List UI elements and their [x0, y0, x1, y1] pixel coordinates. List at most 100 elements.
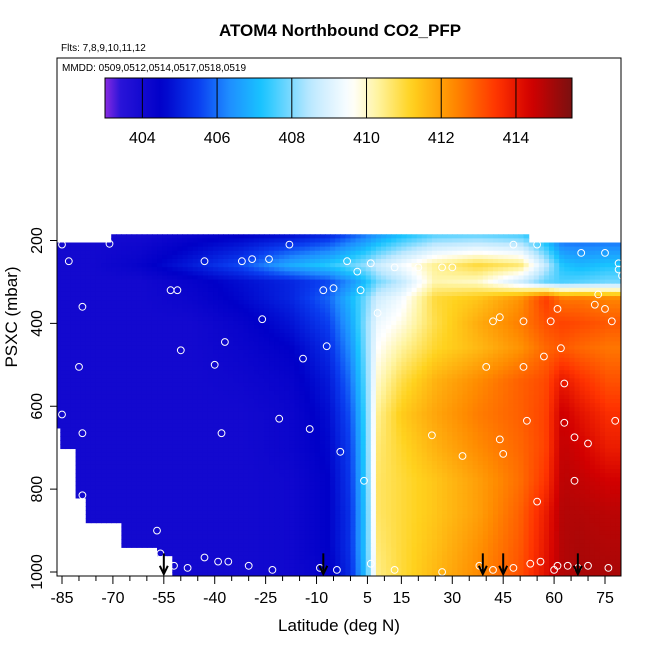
field-cell [559, 361, 565, 367]
field-cell [177, 283, 184, 289]
field-cell [538, 394, 545, 400]
field-cell [65, 370, 72, 375]
field-cell [85, 275, 92, 281]
field-cell [630, 358, 636, 363]
field-cell [508, 399, 514, 404]
field-cell [574, 353, 581, 359]
field-cell [477, 271, 484, 277]
field-cell [101, 246, 107, 252]
field-cell [325, 283, 331, 289]
field-cell [381, 263, 387, 268]
field-cell [365, 308, 372, 314]
field-cell [197, 304, 204, 309]
field-cell [345, 407, 352, 412]
field-cell [381, 238, 387, 244]
field-cell [146, 341, 153, 347]
field-cell [365, 234, 372, 239]
field-cell [258, 366, 265, 371]
field-cell [223, 320, 229, 326]
field-cell [391, 411, 397, 417]
field-cell [233, 370, 240, 375]
field-cell [85, 333, 92, 338]
field-cell [386, 345, 392, 351]
field-cell [299, 353, 306, 359]
field-cell [111, 407, 117, 412]
field-cell [365, 275, 372, 281]
field-cell [381, 296, 387, 301]
field-cell [554, 267, 560, 272]
field-cell [330, 312, 336, 318]
field-cell [263, 324, 270, 330]
field-cell [381, 254, 387, 260]
field-cell [213, 258, 219, 264]
field-cell [213, 337, 219, 342]
field-cell [360, 324, 367, 330]
field-cell [60, 242, 66, 248]
field-cell [487, 337, 494, 342]
field-cell [157, 246, 163, 252]
field-cell [85, 263, 92, 268]
field-cell [70, 390, 77, 396]
field-cell [136, 300, 143, 305]
field-cell [442, 337, 448, 342]
field-cell [218, 333, 224, 338]
field-cell [533, 349, 540, 355]
field-cell [121, 341, 128, 347]
field-cell [615, 258, 621, 264]
field-cell [625, 341, 631, 346]
field-cell [411, 333, 418, 338]
field-cell [335, 279, 341, 285]
field-cell [523, 291, 530, 297]
field-cell [386, 357, 392, 363]
field-cell [75, 353, 82, 359]
field-cell [498, 287, 504, 293]
field-cell [564, 263, 570, 268]
field-cell [386, 312, 392, 318]
field-cell [172, 316, 178, 322]
field-cell [319, 254, 326, 260]
field-cell [375, 341, 382, 347]
field-cell [396, 287, 402, 293]
field-cell [325, 250, 331, 256]
field-cell [370, 386, 377, 392]
field-cell [243, 357, 250, 363]
field-cell [360, 407, 367, 412]
field-cell [172, 296, 178, 301]
field-cell [574, 411, 581, 417]
field-cell [325, 324, 331, 330]
field-cell [533, 283, 540, 289]
field-cell [564, 283, 570, 289]
field-cell [192, 242, 199, 248]
field-cell [386, 390, 392, 396]
field-cell [457, 403, 464, 408]
field-cell [447, 279, 453, 285]
field-cell [549, 246, 555, 252]
field-cell [228, 316, 234, 322]
field-cell [238, 341, 245, 347]
field-cell [80, 254, 87, 260]
field-cell [594, 374, 601, 380]
field-cell [543, 254, 550, 260]
field-cell [472, 271, 479, 277]
field-cell [85, 370, 92, 375]
field-cell [218, 399, 224, 404]
field-cell [274, 234, 280, 239]
field-cell [187, 300, 194, 305]
field-cell [131, 271, 138, 277]
field-cell [477, 399, 484, 404]
field-cell [375, 312, 382, 318]
field-cell [533, 271, 540, 277]
field-cell [304, 324, 311, 330]
field-cell [350, 329, 357, 334]
field-cell [258, 357, 265, 363]
field-cell [304, 254, 311, 260]
field-cell [187, 411, 194, 417]
field-cell [294, 382, 301, 388]
field-cell [243, 386, 250, 392]
field-cell [121, 415, 128, 421]
field-cell [457, 312, 464, 318]
field-cell [447, 238, 453, 244]
field-cell [95, 271, 102, 277]
field-cell [365, 345, 372, 351]
field-cell [559, 357, 565, 363]
